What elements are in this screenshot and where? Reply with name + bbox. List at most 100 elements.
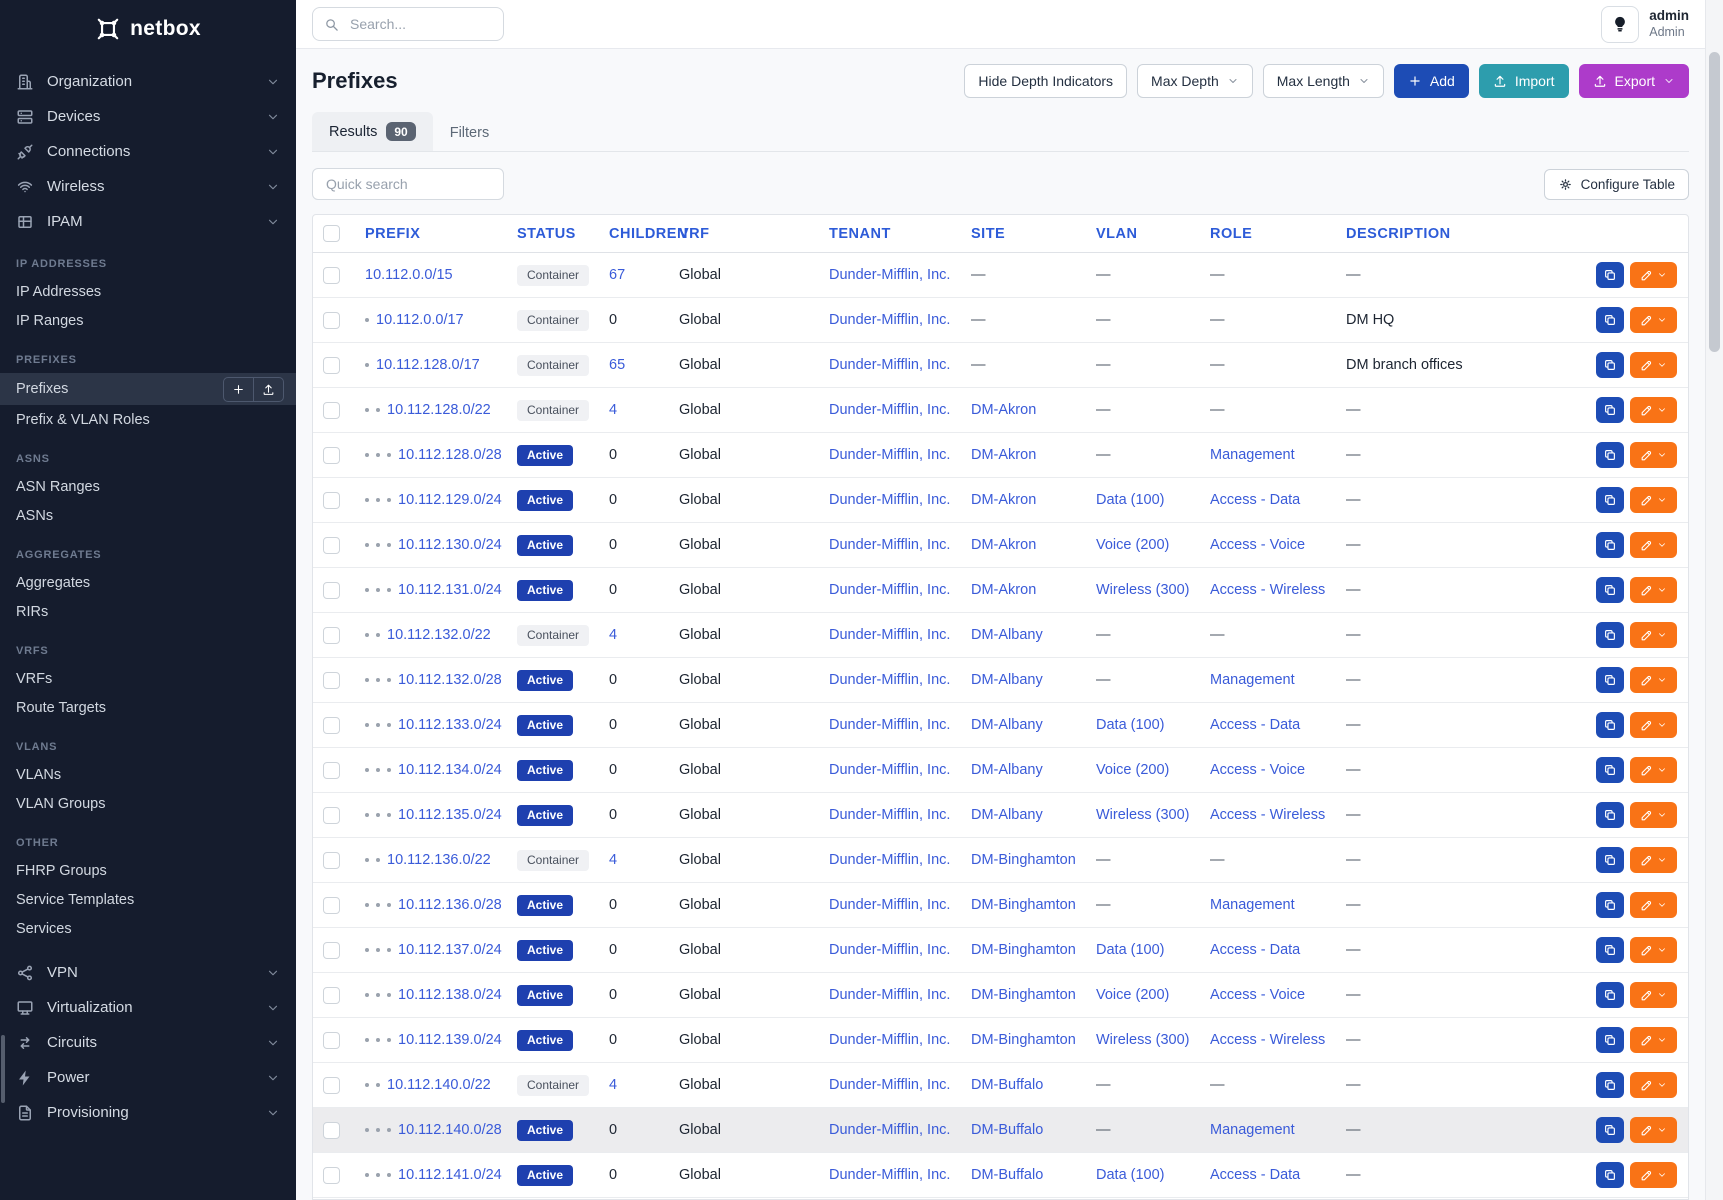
copy-button[interactable]	[1596, 892, 1624, 918]
sidebar-item-connections[interactable]: Connections	[0, 134, 296, 169]
tenant-link[interactable]: Dunder-Mifflin, Inc.	[829, 717, 951, 733]
site-link[interactable]: DM-Akron	[971, 447, 1037, 463]
tenant-link[interactable]: Dunder-Mifflin, Inc.	[829, 942, 951, 958]
row-checkbox[interactable]	[323, 446, 340, 464]
sidebar-item-vlan-groups[interactable]: VLAN Groups	[16, 795, 106, 812]
sidebar-item-vlans[interactable]: VLANs	[16, 766, 62, 783]
configure-table-button[interactable]: Configure Table	[1543, 168, 1689, 200]
tenant-link[interactable]: Dunder-Mifflin, Inc.	[829, 807, 951, 823]
column-header-status[interactable]: STATUS	[517, 225, 576, 242]
column-header-prefix[interactable]: PREFIX	[365, 225, 421, 242]
edit-dropdown-button[interactable]	[1630, 622, 1677, 648]
copy-button[interactable]	[1596, 1162, 1624, 1188]
prefix-link[interactable]: 10.112.140.0/22	[387, 1077, 491, 1093]
prefix-link[interactable]: 10.112.128.0/17	[376, 357, 480, 373]
copy-button[interactable]	[1596, 1027, 1624, 1053]
edit-dropdown-button[interactable]	[1630, 532, 1677, 558]
page-scrollbar-thumb[interactable]	[1709, 52, 1720, 352]
site-link[interactable]: DM-Akron	[971, 582, 1037, 598]
prefix-link[interactable]: 10.112.0.0/17	[376, 312, 464, 328]
row-checkbox[interactable]	[323, 671, 340, 689]
prefix-link[interactable]: 10.112.135.0/24	[398, 807, 502, 823]
site-link[interactable]: DM-Binghamton	[971, 987, 1076, 1003]
row-checkbox[interactable]	[323, 896, 340, 914]
copy-button[interactable]	[1596, 397, 1624, 423]
row-checkbox[interactable]	[323, 626, 340, 644]
copy-button[interactable]	[1596, 712, 1624, 738]
row-checkbox[interactable]	[323, 1076, 340, 1094]
netbox-logo[interactable]: netbox	[0, 4, 296, 54]
sidebar-item-power[interactable]: Power	[0, 1060, 296, 1095]
edit-dropdown-button[interactable]	[1630, 982, 1677, 1008]
role-link[interactable]: Access - Wireless	[1210, 582, 1326, 598]
role-link[interactable]: Management	[1210, 672, 1295, 688]
copy-button[interactable]	[1596, 847, 1624, 873]
sidebar-item-service-templates[interactable]: Service Templates	[16, 891, 135, 908]
edit-dropdown-button[interactable]	[1630, 847, 1677, 873]
prefix-link[interactable]: 10.112.136.0/28	[398, 897, 502, 913]
copy-button[interactable]	[1596, 577, 1624, 603]
hide-depth-indicators-button[interactable]: Hide Depth Indicators	[964, 64, 1128, 98]
column-header-tenant[interactable]: TENANT	[829, 225, 891, 242]
tenant-link[interactable]: Dunder-Mifflin, Inc.	[829, 267, 951, 283]
edit-dropdown-button[interactable]	[1630, 802, 1677, 828]
prefix-link[interactable]: 10.112.133.0/24	[398, 717, 502, 733]
prefix-link[interactable]: 10.112.134.0/24	[398, 762, 502, 778]
sidebar-item-prefixes[interactable]: Prefixes	[0, 373, 296, 405]
prefix-link[interactable]: 10.112.138.0/24	[398, 987, 502, 1003]
children-link[interactable]: 65	[609, 357, 626, 373]
children-link[interactable]: 4	[609, 1077, 618, 1093]
tenant-link[interactable]: Dunder-Mifflin, Inc.	[829, 492, 951, 508]
add-button[interactable]: Add	[1393, 64, 1469, 98]
tab-results[interactable]: Results 90	[312, 112, 433, 151]
max-length-dropdown[interactable]: Max Length	[1262, 64, 1384, 98]
sidebar-item-ipam[interactable]: IPAM	[0, 204, 296, 239]
site-link[interactable]: DM-Binghamton	[971, 942, 1076, 958]
tenant-link[interactable]: Dunder-Mifflin, Inc.	[829, 987, 951, 1003]
site-link[interactable]: DM-Binghamton	[971, 1032, 1076, 1048]
tenant-link[interactable]: Dunder-Mifflin, Inc.	[829, 627, 951, 643]
role-link[interactable]: Access - Voice	[1210, 762, 1306, 778]
sidebar-item-organization[interactable]: Organization	[0, 64, 296, 99]
site-link[interactable]: DM-Buffalo	[971, 1167, 1044, 1183]
export-dropdown[interactable]: Export	[1578, 64, 1689, 98]
site-link[interactable]: DM-Akron	[971, 402, 1037, 418]
copy-button[interactable]	[1596, 667, 1624, 693]
tenant-link[interactable]: Dunder-Mifflin, Inc.	[829, 762, 951, 778]
site-link[interactable]: DM-Albany	[971, 672, 1043, 688]
edit-dropdown-button[interactable]	[1630, 577, 1677, 603]
row-checkbox[interactable]	[323, 806, 340, 824]
role-link[interactable]: Access - Data	[1210, 717, 1301, 733]
prefix-link[interactable]: 10.112.136.0/22	[387, 852, 491, 868]
children-link[interactable]: 4	[609, 402, 618, 418]
tenant-link[interactable]: Dunder-Mifflin, Inc.	[829, 897, 951, 913]
copy-button[interactable]	[1596, 757, 1624, 783]
edit-dropdown-button[interactable]	[1630, 1162, 1677, 1188]
vlan-link[interactable]: Voice (200)	[1096, 987, 1170, 1003]
role-link[interactable]: Access - Voice	[1210, 537, 1306, 553]
prefix-link[interactable]: 10.112.141.0/24	[398, 1167, 502, 1183]
edit-dropdown-button[interactable]	[1630, 937, 1677, 963]
role-link[interactable]: Management	[1210, 897, 1295, 913]
prefix-link[interactable]: 10.112.131.0/24	[398, 582, 502, 598]
edit-dropdown-button[interactable]	[1630, 667, 1677, 693]
theme-toggle-button[interactable]	[1601, 5, 1640, 43]
prefix-link[interactable]: 10.112.129.0/24	[398, 492, 502, 508]
prefix-link[interactable]: 10.112.132.0/28	[398, 672, 502, 688]
copy-button[interactable]	[1596, 622, 1624, 648]
copy-button[interactable]	[1596, 442, 1624, 468]
edit-dropdown-button[interactable]	[1630, 892, 1677, 918]
row-checkbox[interactable]	[323, 266, 340, 284]
row-checkbox[interactable]	[323, 536, 340, 554]
role-link[interactable]: Access - Data	[1210, 492, 1301, 508]
tenant-link[interactable]: Dunder-Mifflin, Inc.	[829, 402, 951, 418]
edit-dropdown-button[interactable]	[1630, 712, 1677, 738]
import-prefix-button[interactable]	[253, 376, 284, 402]
site-link[interactable]: DM-Binghamton	[971, 852, 1076, 868]
edit-dropdown-button[interactable]	[1630, 397, 1677, 423]
vlan-link[interactable]: Data (100)	[1096, 942, 1165, 958]
column-header-role[interactable]: ROLE	[1210, 225, 1253, 242]
sidebar-item-circuits[interactable]: Circuits	[0, 1025, 296, 1060]
prefix-link[interactable]: 10.112.137.0/24	[398, 942, 502, 958]
tenant-link[interactable]: Dunder-Mifflin, Inc.	[829, 672, 951, 688]
